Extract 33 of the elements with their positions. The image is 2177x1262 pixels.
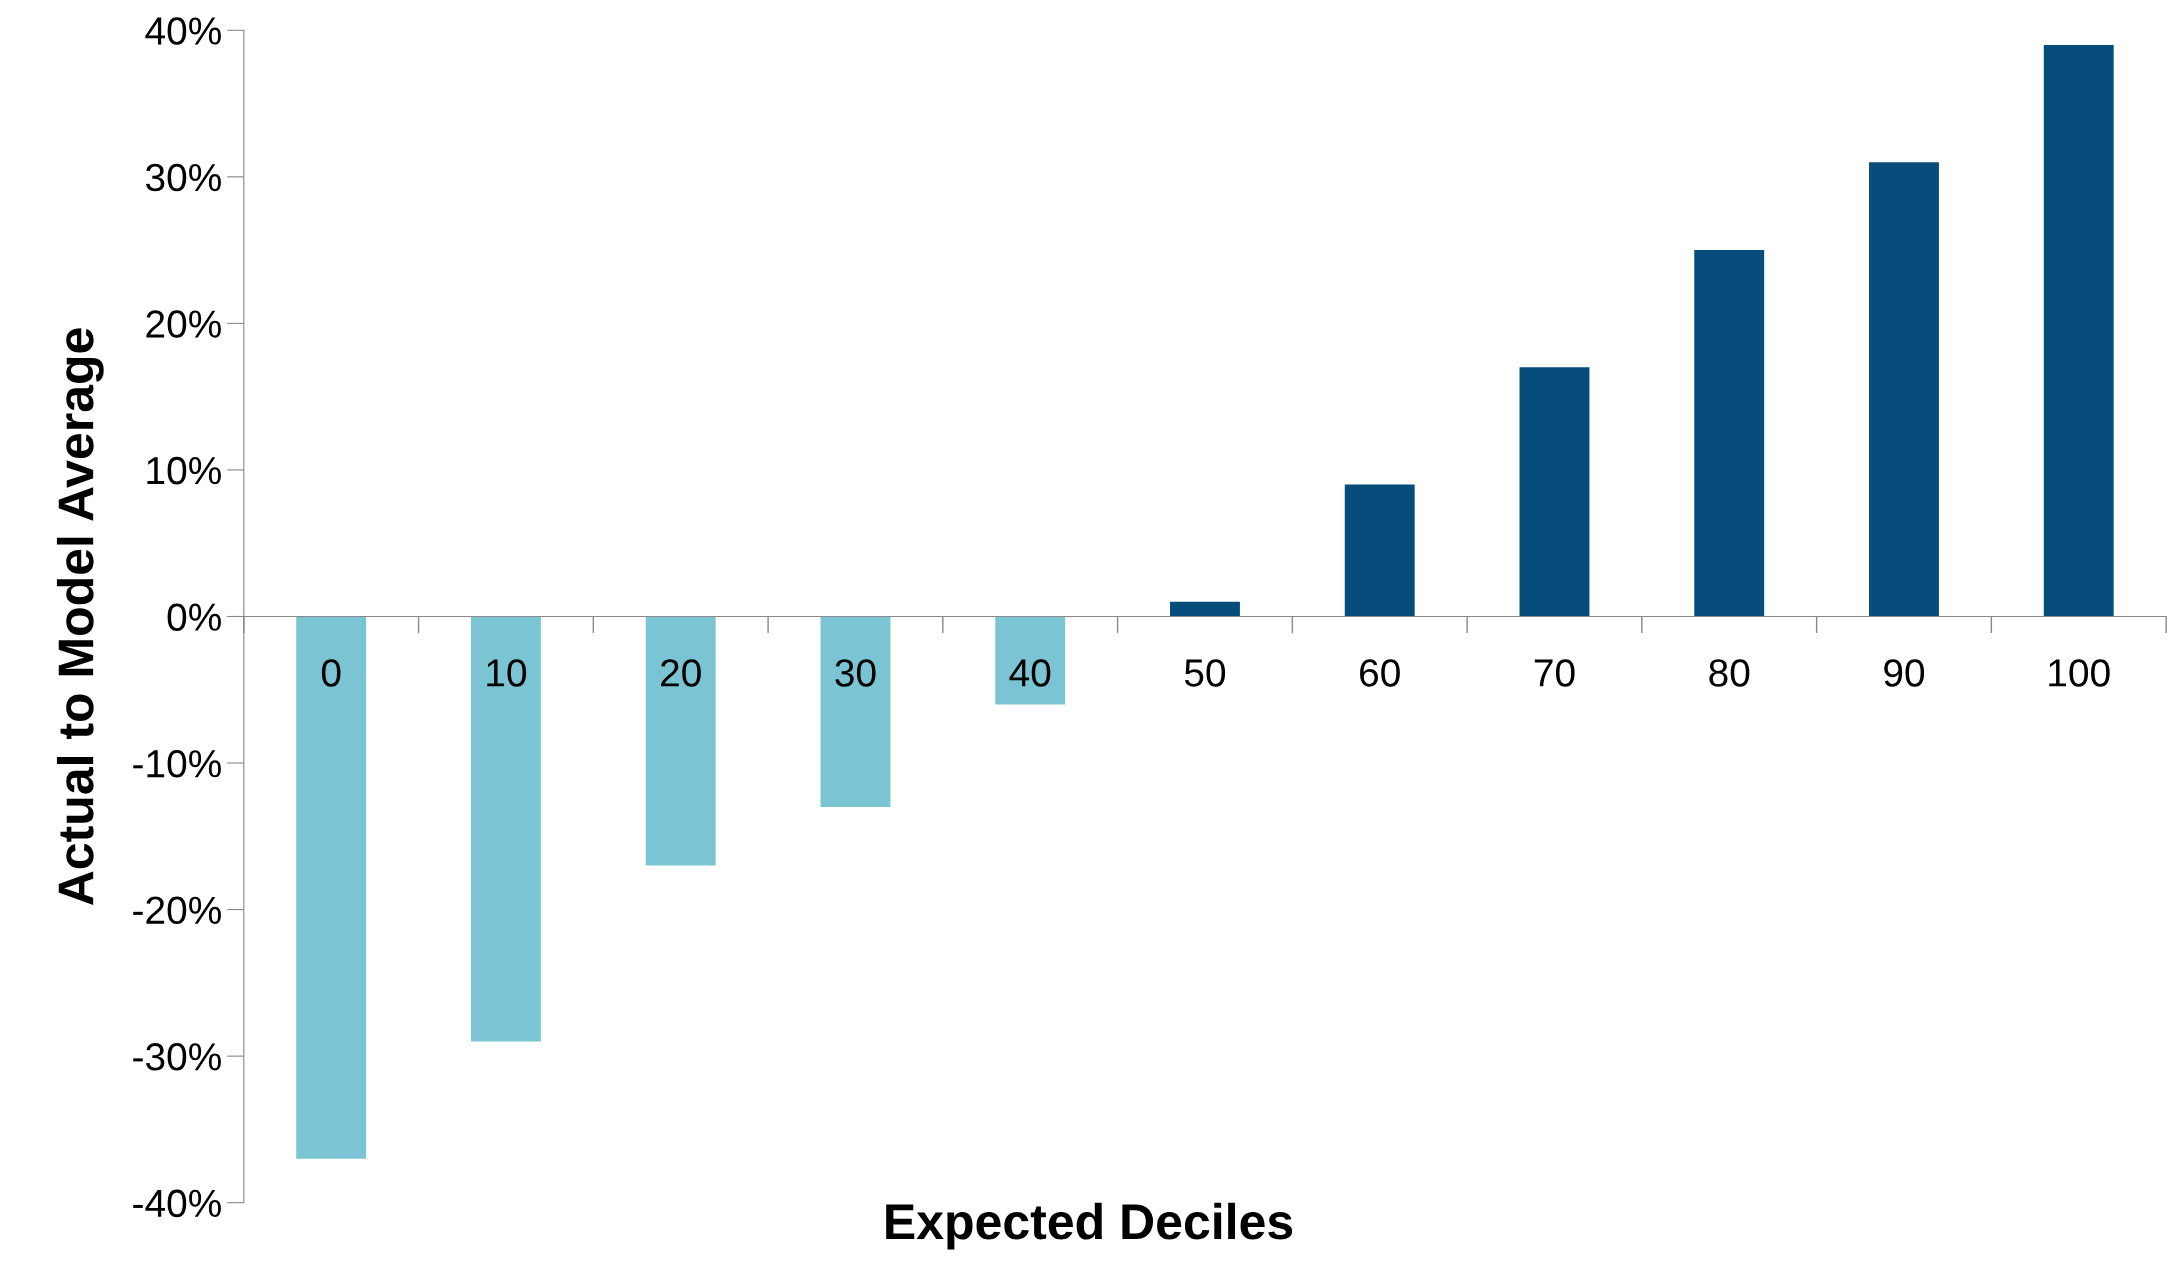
x-tick-label: 90 xyxy=(1884,659,1925,687)
y-tick-label: 40% xyxy=(145,17,221,45)
bar xyxy=(645,616,716,866)
bar xyxy=(296,616,367,1159)
y-tick-label: 30% xyxy=(145,163,221,192)
x-tick-label: 0 xyxy=(321,659,341,687)
bar xyxy=(1869,162,1939,617)
y-axis-title: Actual to Model Average xyxy=(56,328,104,906)
y-tick-label: -40% xyxy=(133,1189,221,1218)
x-tick-label: 20 xyxy=(661,659,701,687)
x-tick-label: 40 xyxy=(1009,659,1051,687)
bar xyxy=(1344,484,1415,617)
x-tick-label: 60 xyxy=(1360,659,1400,687)
x-tick-label: 80 xyxy=(1709,659,1750,687)
bar xyxy=(2043,44,2114,617)
bar xyxy=(1170,601,1240,617)
y-tick-label: -10% xyxy=(133,749,221,778)
x-tick-label: 50 xyxy=(1184,659,1226,687)
y-tick-label: -20% xyxy=(133,896,221,925)
x-axis-title: Expected Deciles xyxy=(886,1202,1293,1250)
y-tick-label: 20% xyxy=(146,310,221,338)
bar xyxy=(820,616,891,807)
bar xyxy=(1694,250,1765,617)
y-tick-label: 10% xyxy=(147,456,221,485)
y-tick-label: 0% xyxy=(167,603,221,631)
bar xyxy=(1519,367,1590,617)
x-tick-label: 70 xyxy=(1534,659,1575,687)
bar xyxy=(995,616,1066,705)
bar xyxy=(471,616,541,1042)
x-tick-label: 30 xyxy=(835,659,876,687)
x-tick-label: 100 xyxy=(2049,659,2110,687)
y-tick-label: -30% xyxy=(133,1043,221,1071)
x-tick-label: 10 xyxy=(487,659,527,687)
